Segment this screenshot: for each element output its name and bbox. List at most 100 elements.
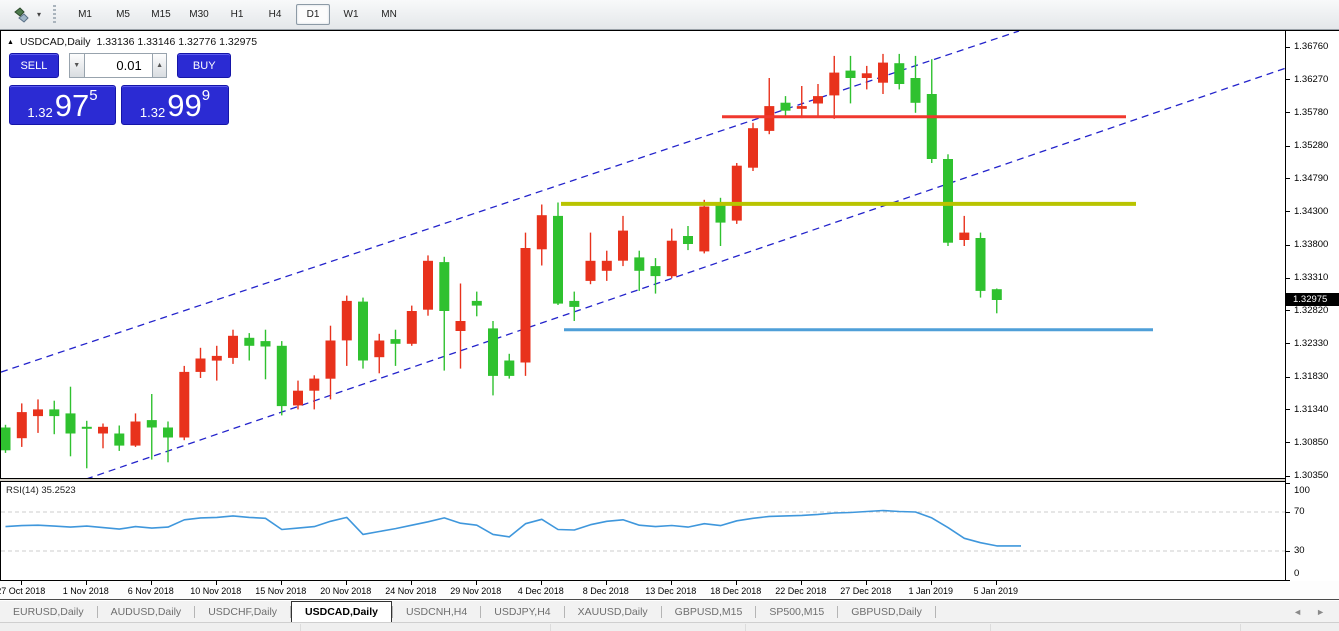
date-axis-label: 8 Dec 2018 (582, 586, 629, 596)
rsi-line (5, 509, 1021, 547)
price-tick (1286, 475, 1290, 477)
timeframes-dropdown-button[interactable]: ▾ (10, 6, 41, 23)
price-axis-label: 1.30850 (1294, 436, 1329, 448)
price-axis[interactable]: 1.36760 1.36270 1.35780 1.35280 1.34790 1.343… (1285, 31, 1339, 582)
timeframe-button-m15[interactable]: M15 (151, 9, 171, 20)
price-tick (1286, 46, 1290, 48)
rsi-axis-label: 100 (1294, 485, 1310, 496)
date-axis-label: 6 Nov 2018 (127, 586, 174, 596)
timeframe-button-h4[interactable]: H4 (268, 9, 282, 20)
price-axis-label: 1.35780 (1294, 106, 1329, 118)
rsi-indicator-label: RSI(14) 35.2523 (6, 485, 76, 496)
date-tick (605, 581, 607, 585)
price-axis-label: 1.31830 (1294, 371, 1329, 383)
date-tick (410, 581, 412, 585)
timeframe-button-d1[interactable]: D1 (296, 4, 331, 25)
tab-separator (290, 605, 292, 618)
tab-separator (660, 605, 662, 618)
buy-price-prefix: 1.32 (139, 105, 166, 120)
tab-separator (96, 605, 98, 618)
date-axis-label: 29 Nov 2018 (450, 586, 502, 596)
sell-price-button[interactable]: 1.32 97 5 (9, 85, 116, 125)
rsi-indicator-pane[interactable]: RSI(14) 35.2523 (0, 482, 1285, 581)
rsi-tick (1286, 580, 1290, 582)
trendline-lower[interactable] (86, 67, 1285, 478)
tab-scroll-right-icon[interactable]: ► (1316, 606, 1325, 617)
chart-tab-audusd-daily[interactable]: AUDUSD,Daily (110, 605, 182, 618)
price-tick (1286, 211, 1290, 213)
tab-separator (480, 605, 482, 618)
buy-button[interactable]: BUY (177, 53, 231, 78)
price-tick (1286, 244, 1290, 246)
price-axis-label: 1.34300 (1294, 205, 1329, 217)
date-tick (865, 581, 867, 585)
chart-collapse-icon[interactable]: ▲ (7, 38, 14, 46)
buy-price-button[interactable]: 1.32 99 9 (121, 85, 229, 125)
rsi-chart (1, 509, 1285, 552)
volume-decrease-button[interactable]: ▼ (68, 53, 85, 78)
timeframe-button-w1[interactable]: W1 (343, 9, 359, 20)
date-tick (475, 581, 477, 585)
date-tick (540, 581, 542, 585)
date-axis-label: 18 Dec 2018 (710, 586, 762, 596)
chart-tab-gbpusd-daily[interactable]: GBPUSD,Daily (851, 605, 922, 618)
date-tick (670, 581, 672, 585)
date-axis-label: 27 Dec 2018 (840, 586, 892, 596)
tab-separator (755, 605, 757, 618)
chart-ohlc-values: 1.33136 1.33146 1.32776 1.32975 (96, 36, 258, 48)
trendline-upper[interactable] (1, 31, 1020, 373)
rsi-axis-label: 70 (1294, 506, 1305, 517)
timeframe-buttons: M1 M5 M15 M30 H1 H4 D1 W1 MN (66, 4, 408, 25)
price-tick (1286, 442, 1290, 444)
toolbar-grip[interactable] (53, 4, 57, 25)
date-tick (735, 581, 737, 585)
price-tick (1286, 376, 1290, 378)
timeframe-button-m1[interactable]: M1 (78, 9, 92, 20)
price-chart-pane[interactable]: ▲ USDCAD,Daily 1.33136 1.33146 1.32776 1… (0, 31, 1285, 478)
chart-tab-usdcnh-h4[interactable]: USDCNH,H4 (405, 605, 468, 618)
price-tick (1286, 310, 1290, 312)
chart-tab-usdchf-daily[interactable]: USDCHF,Daily (208, 605, 278, 618)
volume-increase-button[interactable]: ▲ (151, 53, 168, 78)
rsi-tick (1286, 482, 1290, 484)
spin-up-icon: ▲ (156, 62, 164, 69)
timeframe-button-h1[interactable]: H1 (230, 9, 244, 20)
timeframe-button-m30[interactable]: M30 (189, 9, 209, 20)
price-axis-label: 1.32330 (1294, 337, 1329, 349)
price-tick (1286, 277, 1290, 279)
chart-tab-usdjpy-h4[interactable]: USDJPY,H4 (494, 605, 551, 618)
date-tick (800, 581, 802, 585)
chart-tab-sp500-m15[interactable]: SP500,M15 (769, 605, 825, 618)
price-tick (1286, 409, 1290, 411)
price-axis-label: 1.34790 (1294, 172, 1329, 184)
date-axis-label: 10 Nov 2018 (190, 586, 242, 596)
pane-separator[interactable] (0, 478, 1285, 482)
chart-title: ▲ USDCAD,Daily 1.33136 1.33146 1.32776 1… (7, 36, 257, 48)
chart-tab-xauusd-daily[interactable]: XAUUSD,Daily (577, 605, 648, 618)
date-axis[interactable]: 27 Oct 2018 1 Nov 2018 6 Nov 2018 10 Nov 20… (0, 581, 1339, 600)
chart-tab-usdcad-daily[interactable]: USDCAD,Daily (291, 601, 392, 622)
chart-tab-bar: EURUSD,Daily AUDUSD,Daily USDCHF,Daily USDC… (0, 601, 1339, 622)
sell-price-pip: 5 (89, 87, 98, 104)
status-bar (0, 622, 1339, 631)
rsi-tick (1286, 512, 1290, 513)
chart-window: ▲ USDCAD,Daily 1.33136 1.33146 1.32776 1… (0, 30, 1339, 582)
tab-separator (391, 605, 393, 618)
date-tick (930, 581, 932, 585)
price-axis-label: 1.32820 (1294, 304, 1329, 316)
tab-scroll-left-icon[interactable]: ◄ (1293, 606, 1303, 617)
price-tick (1286, 145, 1290, 147)
sell-button[interactable]: SELL (9, 53, 59, 78)
candlestick-chart (1, 31, 1285, 478)
timeframe-button-m5[interactable]: M5 (116, 9, 130, 20)
chart-tab-eurusd-daily[interactable]: EURUSD,Daily (13, 605, 84, 618)
chart-tab-gbpusd-m15[interactable]: GBPUSD,M15 (674, 605, 743, 618)
date-axis-label: 13 Dec 2018 (645, 586, 697, 596)
date-tick (280, 581, 282, 585)
price-tick (1286, 112, 1290, 114)
buy-price-big: 99 (167, 88, 202, 123)
timeframe-button-mn[interactable]: MN (381, 9, 397, 20)
volume-input[interactable]: 0.01 (84, 53, 152, 78)
date-axis-label: 4 Dec 2018 (517, 586, 564, 596)
price-axis-label: 1.36760 (1294, 41, 1329, 52)
